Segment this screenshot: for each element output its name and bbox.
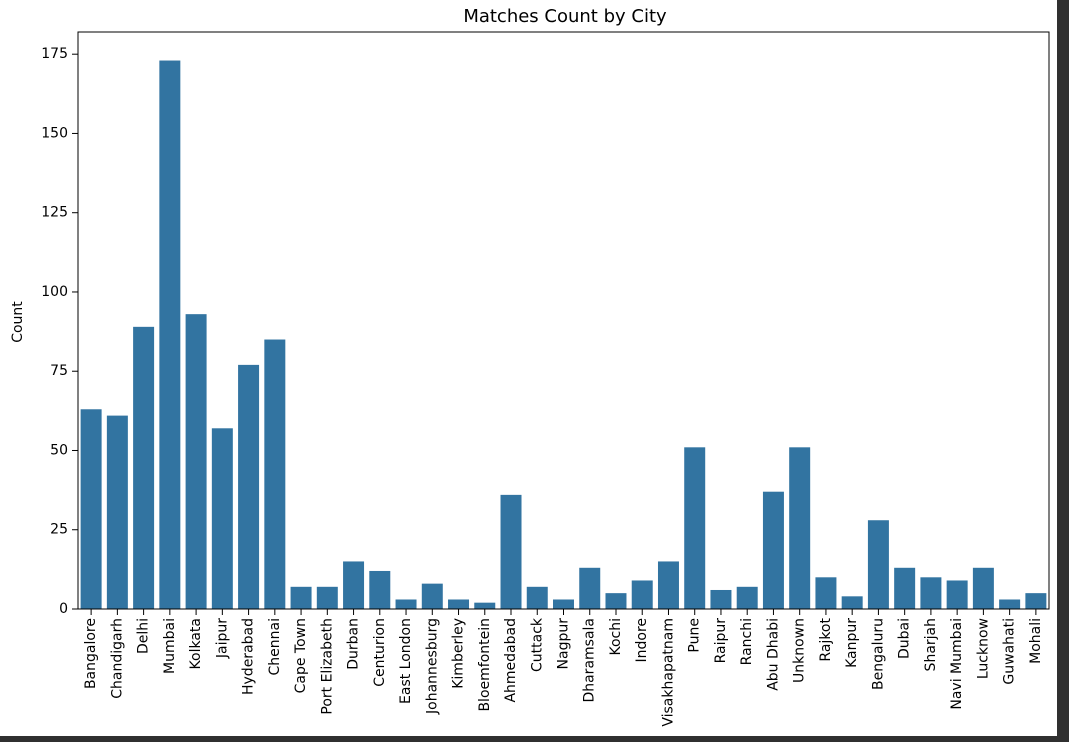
x-tick-label: Ahmedabad	[503, 618, 519, 703]
bar-indore	[631, 580, 653, 609]
x-tick-label: Raipur	[713, 618, 729, 664]
bar-mohali	[1025, 593, 1047, 609]
x-tick-label: Bengaluru	[870, 618, 886, 690]
x-tick-label: Dubai	[897, 618, 913, 659]
bar-chennai	[264, 339, 286, 609]
x-tick-label: Kolkata	[188, 618, 204, 669]
x-tick-label: Centurion	[372, 618, 388, 687]
x-tick-label: Dharamsala	[582, 618, 598, 703]
x-tick-label: Cuttack	[529, 617, 545, 672]
bar-chandigarh	[106, 415, 128, 609]
x-tick-label: Johannesburg	[424, 618, 440, 715]
bar-johannesburg	[421, 583, 443, 609]
y-tick-label: 50	[50, 442, 68, 458]
bar-port-elizabeth	[316, 586, 338, 609]
bar-ranchi	[736, 586, 758, 609]
bar-delhi	[133, 326, 155, 609]
x-axis-ticks: Bangalore Chandigarh Delhi Mumbai Kolkata Jai…	[83, 609, 1044, 727]
x-tick-label: Bangalore	[83, 618, 99, 689]
bar-navi-mumbai	[946, 580, 968, 609]
x-tick-label: Mumbai	[162, 618, 178, 674]
bar-cape-town	[290, 586, 312, 609]
x-tick-label: Bloemfontein	[477, 618, 493, 712]
x-tick-label: Kimberley	[451, 618, 467, 689]
y-tick-label: 25	[50, 522, 68, 538]
y-tick-label: 150	[41, 125, 68, 141]
x-tick-label: Delhi	[136, 618, 152, 654]
x-tick-label: Ranchi	[739, 618, 755, 665]
bar-durban	[343, 561, 365, 609]
y-tick-label: 100	[41, 284, 68, 300]
bar-ahmedabad	[500, 494, 522, 609]
bar-rajkot	[815, 577, 837, 609]
bar-dharamsala	[579, 567, 601, 609]
bar-mumbai	[159, 60, 181, 609]
bar-nagpur	[553, 599, 574, 609]
x-tick-label: Nagpur	[556, 618, 572, 670]
x-tick-label: Guwahati	[1002, 618, 1018, 685]
x-tick-label: Visakhapatnam	[660, 618, 676, 727]
window-edge-right	[1057, 0, 1069, 742]
bar-bangalore	[80, 409, 102, 609]
bar-east-london	[395, 599, 417, 609]
y-axis-label: Count	[10, 301, 26, 343]
bar-bengaluru	[867, 520, 889, 609]
bar-lucknow	[972, 567, 994, 609]
x-tick-label: Sharjah	[923, 618, 939, 671]
bar-guwahati	[999, 599, 1021, 609]
y-tick-label: 75	[50, 363, 68, 379]
x-tick-label: Durban	[346, 618, 362, 670]
x-tick-label: Lucknow	[975, 618, 991, 679]
x-tick-label: Unknown	[792, 618, 808, 683]
bar-dubai	[894, 567, 916, 609]
y-tick-label: 125	[41, 205, 68, 221]
bar-bloemfontein	[474, 602, 496, 609]
bar-pune	[684, 447, 706, 609]
window-edge-bottom	[0, 736, 1069, 742]
bar-visakhapatnam	[657, 561, 679, 609]
x-tick-label: Navi Mumbai	[949, 618, 965, 710]
x-tick-label: Jaipur	[214, 618, 230, 659]
bar-centurion	[369, 570, 391, 609]
y-tick-label: 0	[59, 601, 68, 617]
plot-frame	[77, 31, 1050, 610]
x-tick-label: Mohali	[1028, 618, 1044, 664]
bar-kochi	[605, 593, 627, 609]
bar-abu-dhabi	[762, 491, 784, 609]
bar-jaipur	[211, 428, 233, 609]
x-tick-label: Cape Town	[293, 618, 309, 693]
chart-title: Matches Count by City	[463, 6, 667, 27]
y-axis-ticks: 0 25 50 75 100 125 150 175	[41, 46, 78, 617]
x-tick-label: Chennai	[267, 618, 283, 675]
bar-kolkata	[185, 314, 207, 609]
x-tick-label: Indore	[634, 618, 650, 663]
x-tick-label: Port Elizabeth	[319, 618, 335, 715]
bar-sharjah	[920, 577, 942, 609]
x-tick-label: Chandigarh	[109, 618, 125, 699]
x-tick-label: Kanpur	[844, 618, 860, 668]
bar-cuttack	[526, 586, 548, 609]
y-tick-label: 175	[41, 46, 68, 62]
bar-kimberley	[448, 599, 470, 609]
x-tick-label: Kochi	[608, 618, 624, 656]
bar-kanpur	[841, 596, 863, 609]
x-tick-label: Abu Dhabi	[765, 618, 781, 691]
x-tick-label: Hyderabad	[241, 618, 257, 695]
x-tick-label: Rajkot	[818, 618, 834, 662]
bar-unknown	[789, 447, 811, 609]
bar-hyderabad	[238, 364, 260, 609]
bars-group	[80, 60, 1047, 609]
bar-raipur	[710, 589, 732, 609]
x-tick-label: Pune	[687, 618, 703, 653]
x-tick-label: East London	[398, 618, 414, 704]
